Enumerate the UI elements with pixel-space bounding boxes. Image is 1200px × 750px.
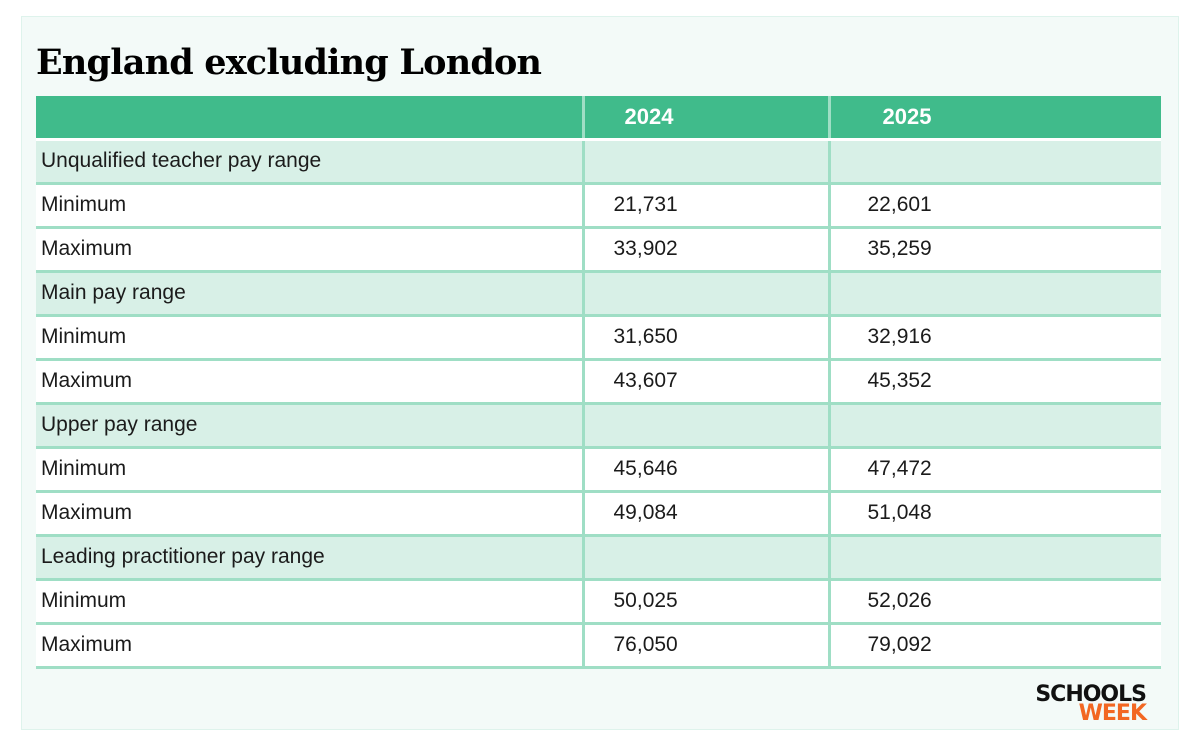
row-label: Leading practitioner pay range: [36, 535, 585, 581]
value-2025: 47,472: [829, 447, 1161, 493]
table-row: Maximum 49,084 51,048: [36, 491, 1161, 537]
table-row: Minimum 45,646 47,472: [36, 447, 1161, 493]
value-2024: [583, 535, 831, 581]
value-2025: [829, 403, 1161, 449]
row-label: Maximum: [36, 359, 585, 405]
logo-line-week: WEEK: [1078, 701, 1147, 726]
value-2024: [583, 403, 831, 449]
value-2025: 51,048: [829, 491, 1161, 537]
value-2025: 32,916: [829, 315, 1161, 361]
row-label: Unqualified teacher pay range: [36, 139, 585, 185]
header-2025: 2025: [829, 96, 1161, 141]
row-label: Minimum: [36, 315, 585, 361]
table-row: Maximum 76,050 79,092: [36, 623, 1161, 669]
value-2025: 52,026: [829, 579, 1161, 625]
table-row: Minimum 31,650 32,916: [36, 315, 1161, 361]
table-row: Maximum 33,902 35,259: [36, 227, 1161, 273]
row-label: Upper pay range: [36, 403, 585, 449]
pay-range-table: 2024 2025 Unqualified teacher pay range …: [36, 96, 1161, 669]
value-2024: 49,084: [583, 491, 831, 537]
section-row-upper: Upper pay range: [36, 403, 1161, 449]
value-2025: [829, 271, 1161, 317]
value-2024: 21,731: [583, 183, 831, 229]
header-2024: 2024: [583, 96, 831, 141]
row-label: Maximum: [36, 623, 585, 669]
row-label: Minimum: [36, 579, 585, 625]
value-2024: 50,025: [583, 579, 831, 625]
value-2024: 45,646: [583, 447, 831, 493]
value-2025: 35,259: [829, 227, 1161, 273]
row-label: Maximum: [36, 491, 585, 537]
value-2025: 79,092: [829, 623, 1161, 669]
section-row-leading-practitioner: Leading practitioner pay range: [36, 535, 1161, 581]
value-2025: 45,352: [829, 359, 1161, 405]
value-2024: 33,902: [583, 227, 831, 273]
table-header-row: 2024 2025: [36, 96, 1161, 141]
schools-week-logo: SCHOOLS WEEK: [1022, 682, 1147, 726]
section-row-unqualified: Unqualified teacher pay range: [36, 139, 1161, 185]
table-row: Minimum 50,025 52,026: [36, 579, 1161, 625]
header-label-column: [36, 96, 585, 141]
row-label: Minimum: [36, 447, 585, 493]
value-2024: 31,650: [583, 315, 831, 361]
page-title: England excluding London: [36, 42, 542, 83]
section-row-main: Main pay range: [36, 271, 1161, 317]
logo-line-schools: SCHOOLS: [1035, 682, 1147, 707]
row-label: Main pay range: [36, 271, 585, 317]
row-label: Maximum: [36, 227, 585, 273]
row-label: Minimum: [36, 183, 585, 229]
table-row: Maximum 43,607 45,352: [36, 359, 1161, 405]
value-2025: 22,601: [829, 183, 1161, 229]
value-2025: [829, 535, 1161, 581]
value-2024: [583, 139, 831, 185]
value-2025: [829, 139, 1161, 185]
table-row: Minimum 21,731 22,601: [36, 183, 1161, 229]
value-2024: [583, 271, 831, 317]
value-2024: 43,607: [583, 359, 831, 405]
value-2024: 76,050: [583, 623, 831, 669]
